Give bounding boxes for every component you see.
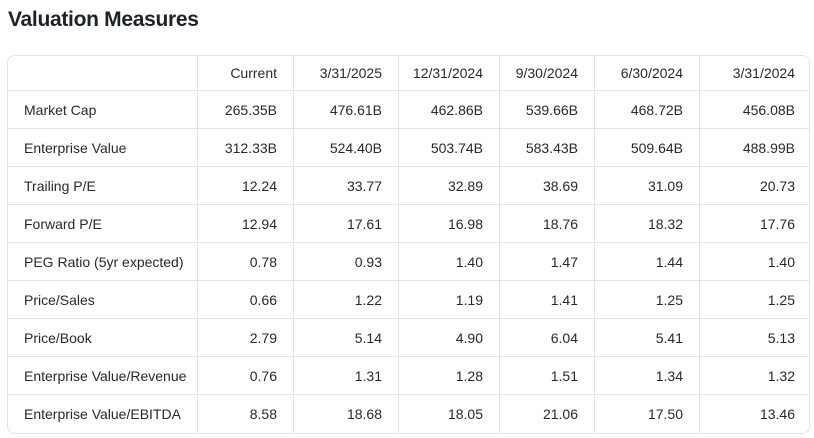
header-cell-empty — [8, 56, 197, 91]
row-label: Price/Sales — [8, 281, 197, 319]
row-label: Price/Book — [8, 319, 197, 357]
value-cell: 1.22 — [293, 281, 398, 319]
value-cell: 265.35B — [197, 91, 293, 129]
value-cell: 0.93 — [293, 243, 398, 281]
value-cell: 17.50 — [594, 395, 699, 433]
row-label: Forward P/E — [8, 205, 197, 243]
table-row: Trailing P/E 12.24 33.77 32.89 38.69 31.09 20.… — [8, 167, 809, 205]
value-cell: 20.73 — [699, 167, 809, 205]
value-cell: 18.32 — [594, 205, 699, 243]
header-cell-date: 3/31/2024 — [699, 56, 809, 91]
value-cell: 1.40 — [398, 243, 499, 281]
value-cell: 21.06 — [499, 395, 594, 433]
header-cell-date: 9/30/2024 — [499, 56, 594, 91]
value-cell: 5.41 — [594, 319, 699, 357]
value-cell: 456.08B — [699, 91, 809, 129]
value-cell: 1.25 — [594, 281, 699, 319]
value-cell: 12.24 — [197, 167, 293, 205]
value-cell: 1.19 — [398, 281, 499, 319]
header-cell-date: 3/31/2025 — [293, 56, 398, 91]
value-cell: 17.76 — [699, 205, 809, 243]
table-row: Price/Sales 0.66 1.22 1.19 1.41 1.25 1.25 — [8, 281, 809, 319]
header-cell-date: 12/31/2024 — [398, 56, 499, 91]
value-cell: 0.78 — [197, 243, 293, 281]
value-cell: 539.66B — [499, 91, 594, 129]
section-title: Valuation Measures — [8, 8, 199, 31]
value-cell: 5.14 — [293, 319, 398, 357]
value-cell: 488.99B — [699, 129, 809, 167]
value-cell: 17.61 — [293, 205, 398, 243]
value-cell: 4.90 — [398, 319, 499, 357]
value-cell: 1.28 — [398, 357, 499, 395]
value-cell: 503.74B — [398, 129, 499, 167]
value-cell: 1.44 — [594, 243, 699, 281]
row-label: Enterprise Value/Revenue — [8, 357, 197, 395]
value-cell: 31.09 — [594, 167, 699, 205]
value-cell: 32.89 — [398, 167, 499, 205]
value-cell: 18.68 — [293, 395, 398, 433]
table-row: Enterprise Value/Revenue 0.76 1.31 1.28 1.51… — [8, 357, 809, 395]
valuation-table-container: Current 3/31/2025 12/31/2024 9/30/2024 6/30/… — [7, 55, 810, 434]
value-cell: 524.40B — [293, 129, 398, 167]
value-cell: 13.46 — [699, 395, 809, 433]
table-row: PEG Ratio (5yr expected) 0.78 0.93 1.40 1.47… — [8, 243, 809, 281]
value-cell: 2.79 — [197, 319, 293, 357]
value-cell: 1.25 — [699, 281, 809, 319]
table-row: Market Cap 265.35B 476.61B 462.86B 539.66B 46… — [8, 91, 809, 129]
value-cell: 1.47 — [499, 243, 594, 281]
table-body: Market Cap 265.35B 476.61B 462.86B 539.66B 46… — [8, 91, 809, 433]
value-cell: 1.34 — [594, 357, 699, 395]
value-cell: 8.58 — [197, 395, 293, 433]
value-cell: 1.32 — [699, 357, 809, 395]
table-row: Enterprise Value/EBITDA 8.58 18.68 18.05 21.… — [8, 395, 809, 433]
value-cell: 1.41 — [499, 281, 594, 319]
row-label: Enterprise Value/EBITDA — [24, 406, 181, 422]
value-cell: 0.66 — [197, 281, 293, 319]
value-cell: 38.69 — [499, 167, 594, 205]
table-row: Enterprise Value 312.33B 524.40B 503.74B 583… — [8, 129, 809, 167]
row-label: Market Cap — [8, 91, 197, 129]
row-label: PEG Ratio (5yr expected) — [8, 243, 197, 281]
header-cell-date: 6/30/2024 — [594, 56, 699, 91]
header-row: Current 3/31/2025 12/31/2024 9/30/2024 6/30/… — [8, 56, 809, 91]
value-cell: 583.43B — [499, 129, 594, 167]
value-cell: 5.13 — [699, 319, 809, 357]
value-cell: 468.72B — [594, 91, 699, 129]
value-cell: 509.64B — [594, 129, 699, 167]
table-row: Price/Book 2.79 5.14 4.90 6.04 5.41 5.13 — [8, 319, 809, 357]
table-row: Forward P/E 12.94 17.61 16.98 18.76 18.32 17.7… — [8, 205, 809, 243]
valuation-table: Current 3/31/2025 12/31/2024 9/30/2024 6/30/… — [8, 56, 809, 433]
value-cell: 12.94 — [197, 205, 293, 243]
value-cell: 18.76 — [499, 205, 594, 243]
value-cell: 312.33B — [197, 129, 293, 167]
value-cell: 1.40 — [699, 243, 809, 281]
header-cell-date: Current — [197, 56, 293, 91]
value-cell: 1.51 — [499, 357, 594, 395]
value-cell: 16.98 — [398, 205, 499, 243]
value-cell: 462.86B — [398, 91, 499, 129]
value-cell: 1.31 — [293, 357, 398, 395]
value-cell: 18.05 — [398, 395, 499, 433]
row-label: Enterprise Value — [8, 129, 197, 167]
row-label: Trailing P/E — [8, 167, 197, 205]
value-cell: 33.77 — [293, 167, 398, 205]
value-cell: 6.04 — [499, 319, 594, 357]
value-cell: 476.61B — [293, 91, 398, 129]
value-cell: 0.76 — [197, 357, 293, 395]
